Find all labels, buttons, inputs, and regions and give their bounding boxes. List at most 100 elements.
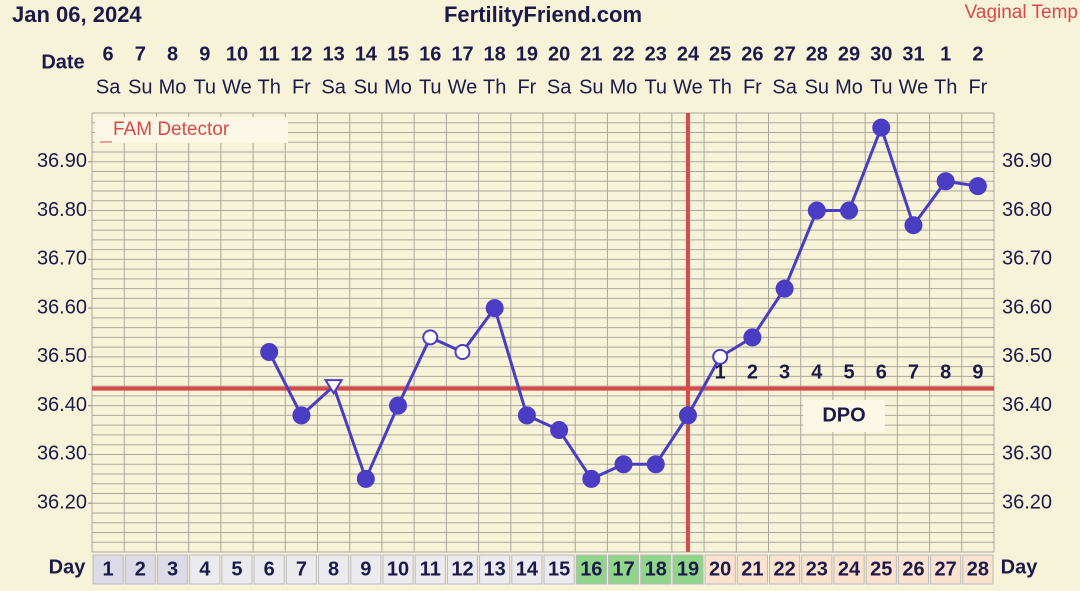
dpo-label: 6 (876, 361, 887, 383)
temp-point (389, 396, 408, 415)
day-label: 22 (773, 558, 795, 580)
day-label: 9 (360, 558, 371, 580)
date-label: 6 (103, 43, 114, 65)
date-label: 20 (548, 43, 570, 65)
day-cell (543, 554, 575, 585)
date-label: 11 (259, 43, 280, 65)
temp-point (356, 469, 375, 488)
date-label: 13 (322, 43, 344, 65)
day-cell (479, 554, 511, 585)
day-label: 11 (420, 558, 441, 580)
day-cell (446, 554, 479, 585)
detector-box (95, 117, 288, 143)
y-tick-label: 36.30 (37, 443, 87, 465)
day-cell (189, 554, 221, 585)
day-label: 28 (967, 558, 989, 580)
temp-point (582, 469, 601, 488)
dpo-label: 9 (972, 361, 983, 383)
day-cell (865, 554, 897, 585)
y-tick-label: 36.60 (1002, 296, 1052, 318)
day-axis-label: Day (49, 556, 87, 578)
weekday-label: Th (934, 76, 957, 98)
y-tick-label: 36.60 (37, 296, 87, 318)
day-cell (672, 554, 704, 585)
date-label: 9 (199, 43, 210, 65)
y-tick-label: 36.80 (1002, 199, 1052, 221)
day-cell (575, 554, 607, 585)
y-tick-label: 36.70 (37, 248, 87, 270)
weekday-label: Su (579, 76, 603, 98)
day-cell (92, 554, 124, 585)
day-cell (930, 554, 962, 585)
temp-point (743, 328, 762, 347)
day-axis-label: Day (1001, 556, 1039, 578)
day-cell (414, 554, 446, 585)
chart-date: Jan 06, 2024 (12, 2, 142, 27)
weekday-label: Tu (870, 76, 893, 98)
weekday-label: Sa (96, 76, 121, 98)
day-cell (897, 554, 930, 585)
day-label: 20 (709, 558, 731, 580)
day-cell (962, 554, 994, 585)
day-label: 1 (103, 558, 114, 580)
day-cell (285, 554, 317, 585)
y-tick-label: 36.80 (37, 199, 87, 221)
chart-title: FertilityFriend.com (444, 2, 642, 27)
day-label: 25 (870, 558, 892, 580)
weekday-label: Tu (419, 76, 442, 98)
dpo-label: 2 (747, 361, 758, 383)
dpo-label: 5 (843, 361, 854, 383)
dpo-label: 8 (940, 361, 951, 383)
dpo-box (803, 400, 885, 432)
date-label: 2 (972, 43, 983, 65)
y-tick-label: 36.40 (37, 394, 87, 416)
date-label: 18 (484, 43, 506, 65)
day-cell (318, 554, 350, 585)
day-cell (801, 554, 833, 585)
temp-point (292, 406, 311, 425)
temp-point (646, 455, 665, 474)
date-label: 16 (419, 43, 441, 65)
y-tick-label: 36.20 (1002, 492, 1052, 514)
weekday-label: Th (709, 76, 732, 98)
day-label: 8 (328, 558, 339, 580)
y-tick-label: 36.20 (37, 492, 87, 514)
y-tick-label: 36.90 (37, 150, 87, 172)
day-cell (736, 554, 768, 585)
date-label: 15 (387, 43, 409, 65)
day-label: 4 (199, 558, 211, 580)
date-label: 1 (940, 43, 951, 65)
temp-point (936, 172, 955, 191)
weekday-label: Sa (547, 76, 572, 98)
y-tick-label: 36.90 (1002, 150, 1052, 172)
y-tick-label: 36.30 (1002, 443, 1052, 465)
temp-point (775, 279, 794, 298)
temp-point (485, 299, 504, 318)
day-cell (124, 554, 156, 585)
y-tick-label: 36.70 (1002, 248, 1052, 270)
temp-point (550, 421, 569, 440)
temp-point (678, 406, 697, 425)
weekday-label: We (448, 76, 478, 98)
day-cell (833, 554, 865, 585)
day-label: 2 (135, 558, 146, 580)
dpo-label: 4 (811, 361, 823, 383)
y-tick-label: 36.50 (37, 345, 87, 367)
day-label: 21 (741, 558, 763, 580)
temp-point (422, 329, 439, 346)
temp-point (454, 344, 471, 361)
dpo-label: 3 (779, 361, 790, 383)
temp-point (323, 379, 344, 396)
day-label: 13 (484, 558, 506, 580)
weekday-label: Tu (193, 76, 216, 98)
day-cell (156, 554, 189, 585)
date-label: 7 (135, 43, 146, 65)
date-label: 25 (709, 43, 731, 65)
day-cell (640, 554, 672, 585)
day-label: 27 (935, 558, 957, 580)
weekday-label: Sa (772, 76, 797, 98)
date-label: 29 (838, 43, 860, 65)
weekday-label: We (222, 76, 252, 98)
day-label: 23 (806, 558, 828, 580)
